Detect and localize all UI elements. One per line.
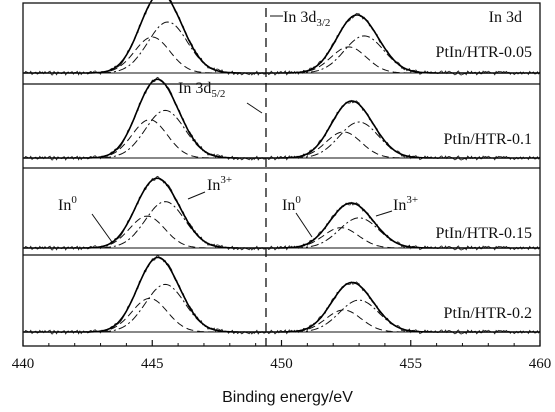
in-3d52-label: In 3d5/2: [178, 80, 225, 100]
in-3d32-main: In 3d: [283, 9, 316, 26]
in3-right-leader: [375, 210, 393, 217]
fitted-envelope-line: [23, 78, 540, 159]
in-3d-label: In 3d: [489, 9, 522, 26]
in3-left-label: In3+: [207, 174, 232, 194]
sample-label: PtIn/HTR-0.15: [436, 225, 532, 242]
x-tick-label: 460: [529, 356, 552, 372]
in3-left-main: In: [207, 177, 220, 194]
fitted-envelope-line: [23, 177, 540, 249]
spectrum-panel: PtIn/HTR-0.2: [22, 255, 541, 335]
x-tick-label: 445: [141, 356, 164, 372]
panel-separators: [23, 83, 540, 256]
x-axis-label: Binding energy/eV: [222, 389, 353, 406]
spectrum-panel: PtIn/HTR-0.15: [22, 175, 541, 251]
in0-left-main: In: [58, 197, 71, 214]
in3-left-leader: [187, 191, 206, 200]
in0-left-sup: 0: [71, 194, 77, 206]
in0-right-label: In0: [282, 194, 301, 214]
in3-left-sup: 3+: [220, 174, 232, 186]
in0-right-leader: [295, 212, 313, 238]
fitted-envelope-line: [23, 0, 540, 74]
spectrum-panel: PtIn/HTR-0.05: [22, 0, 541, 76]
in3-right-main: In: [393, 197, 406, 214]
x-tick-label: 455: [400, 356, 423, 372]
in0-left-leader: [91, 213, 113, 243]
sample-label: PtIn/HTR-0.05: [436, 44, 532, 61]
in-3d32-sub: 3/2: [316, 17, 330, 29]
raw-spectrum-line: [22, 255, 541, 335]
panels-layer: PtIn/HTR-0.05 PtIn/HTR-0.1 PtIn/HTR-0.15 Pt…: [22, 0, 541, 335]
in0-left-label: In0: [58, 194, 77, 214]
x-tick-label: 450: [270, 356, 293, 372]
x-axis-ticks: 440 445 450 455 460: [12, 340, 552, 372]
in3-right-label: In3+: [393, 194, 418, 214]
in-3d52-sub: 5/2: [211, 88, 225, 100]
in-3d32-label: In 3d3/2: [283, 9, 330, 29]
spectrum-panel: PtIn/HTR-0.1: [22, 76, 541, 161]
in0-right-sup: 0: [295, 194, 301, 206]
in3-right-sup: 3+: [406, 194, 418, 206]
raw-spectrum-line: [22, 0, 541, 76]
in-3d52-main: In 3d: [178, 80, 211, 97]
x-tick-label: 440: [12, 356, 35, 372]
sample-label: PtIn/HTR-0.1: [444, 131, 532, 148]
sample-label: PtIn/HTR-0.2: [444, 305, 532, 322]
in-3d52-leader: [246, 102, 263, 114]
fitted-envelope-line: [23, 256, 540, 333]
in0-right-main: In: [282, 197, 295, 214]
